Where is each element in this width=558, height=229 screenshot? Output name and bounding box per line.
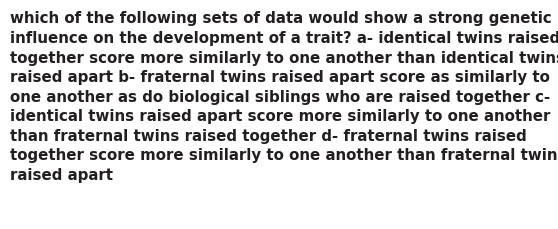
Text: which of the following sets of data would show a strong genetic
influence on the: which of the following sets of data woul…	[10, 11, 558, 182]
